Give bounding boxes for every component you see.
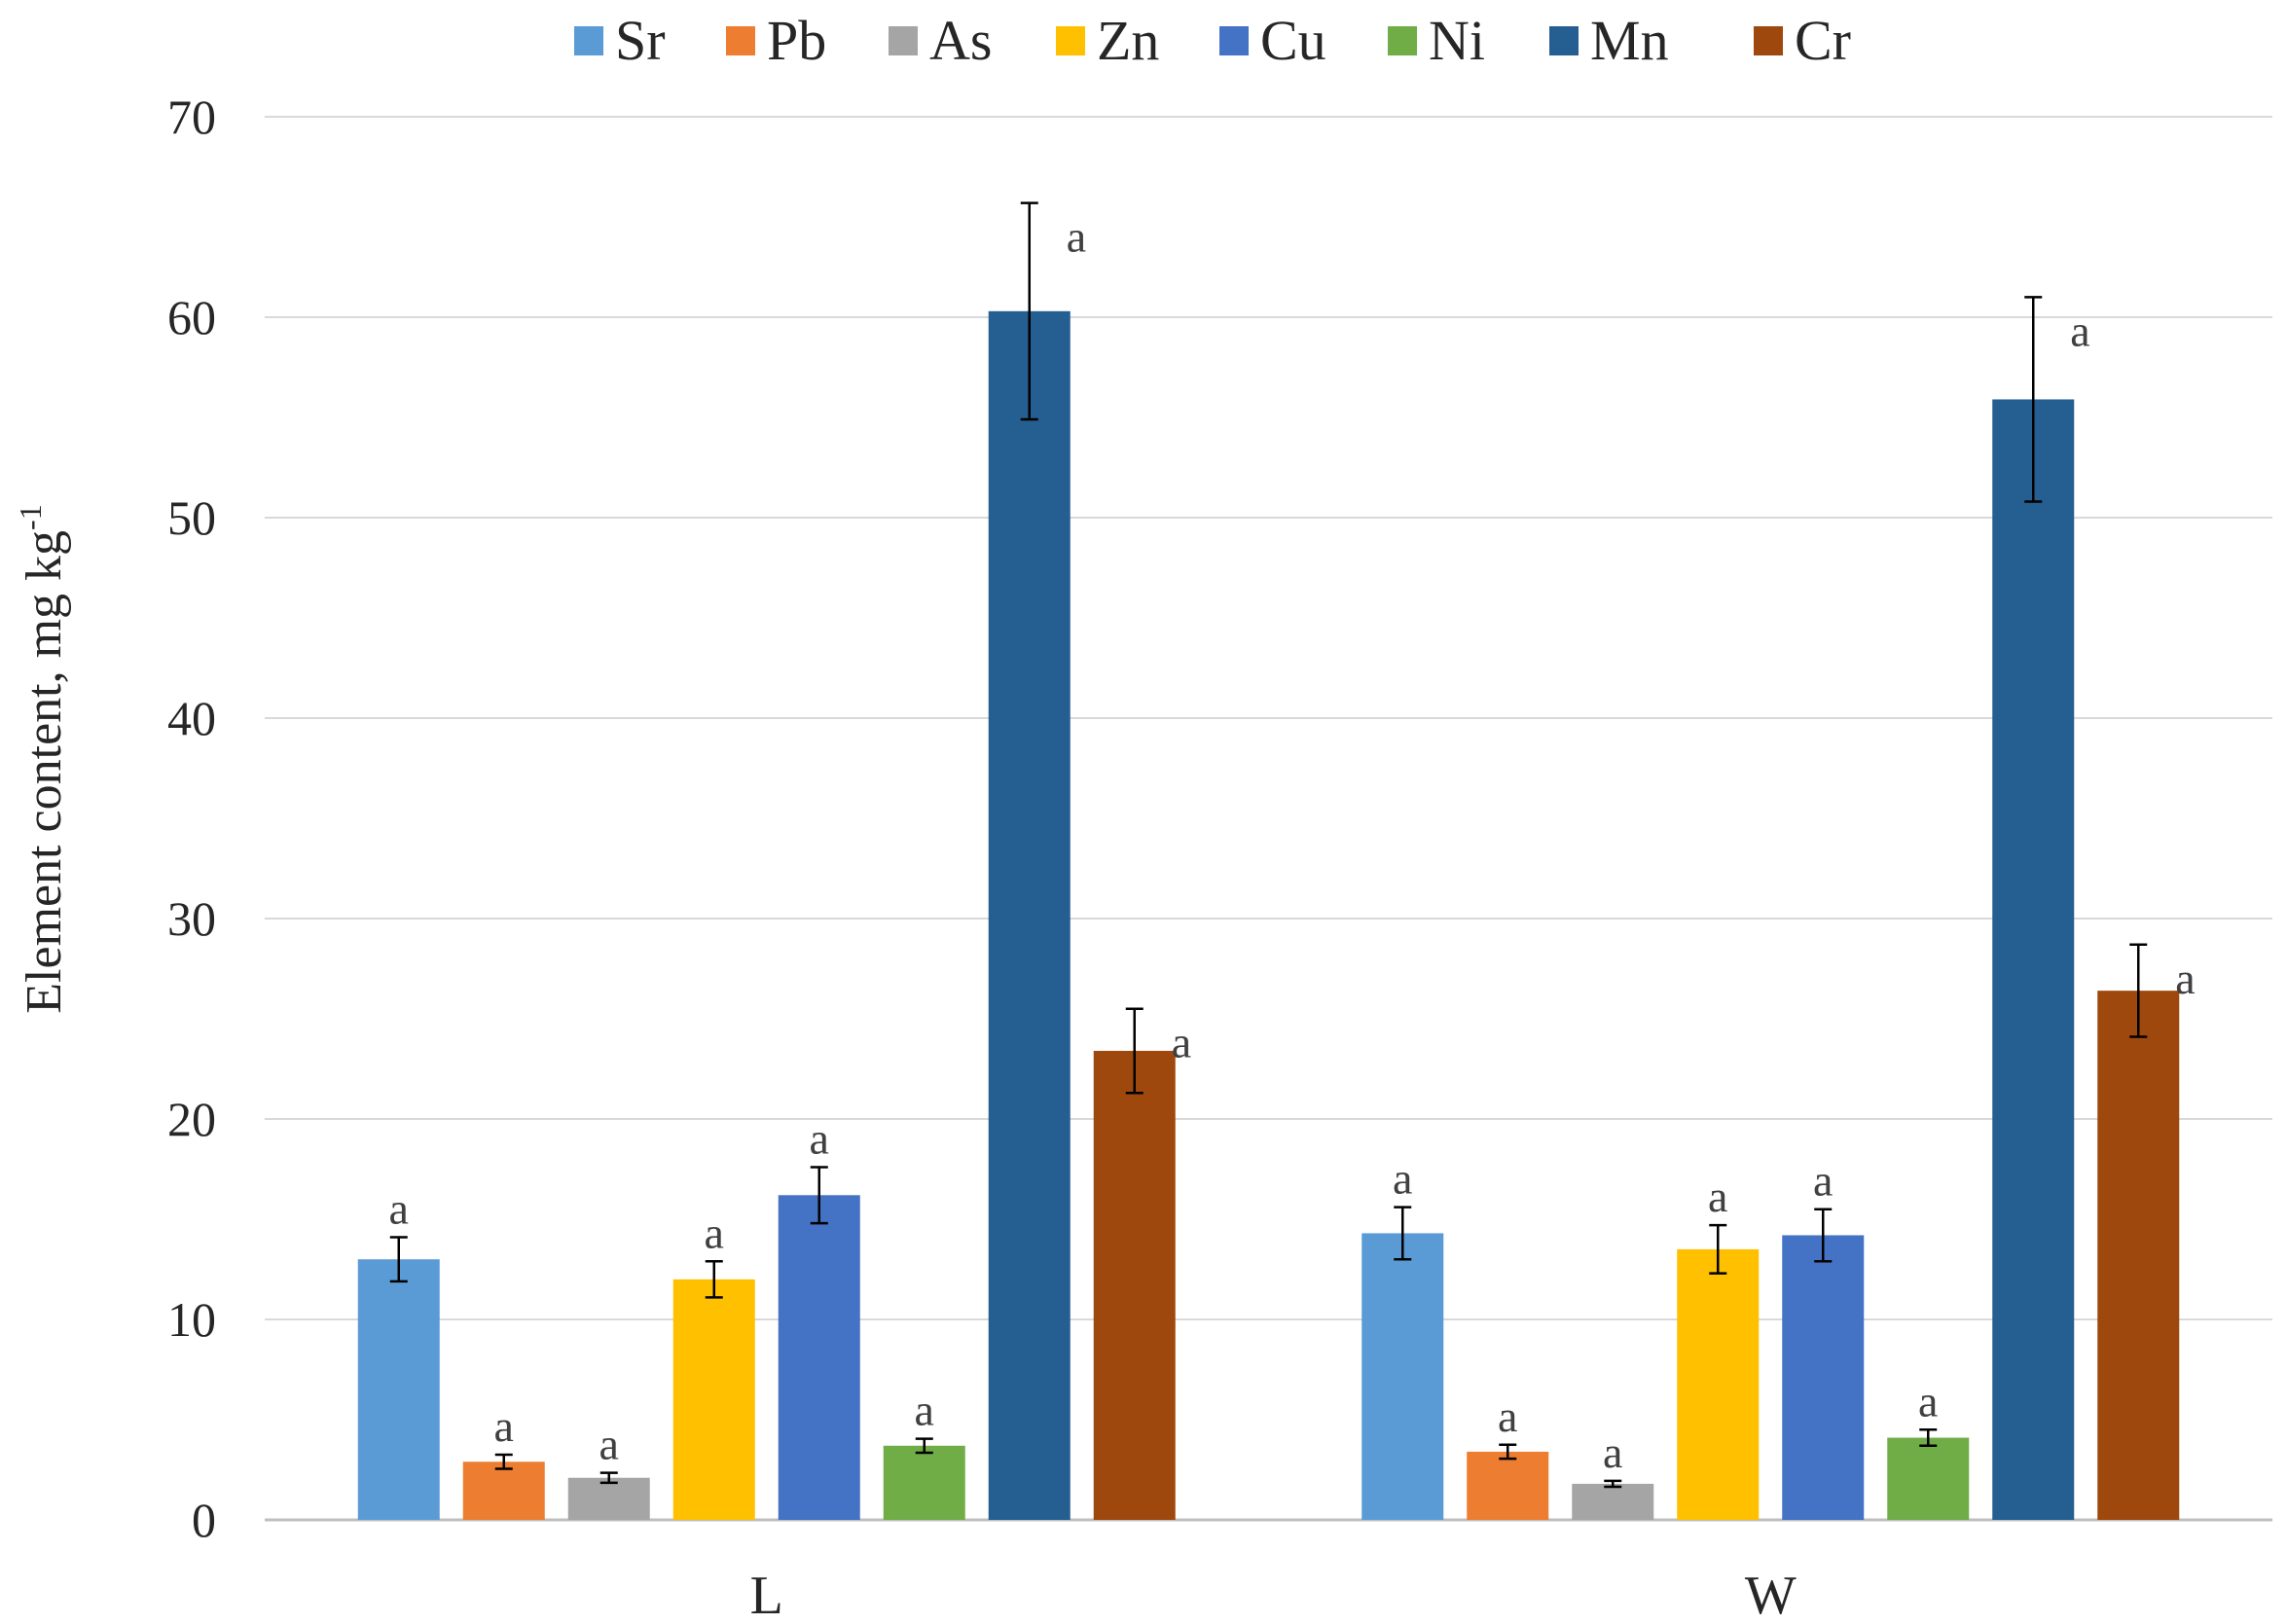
legend: Sr Pb As Zn Cu Ni Mn Cr bbox=[574, 9, 1851, 72]
significance-letter: a bbox=[1172, 1018, 1191, 1067]
bar-cu-w bbox=[1782, 1235, 1865, 1520]
bar-mn-l bbox=[988, 310, 1071, 1520]
legend-label-ni: Ni bbox=[1429, 9, 1485, 72]
bar-pb-w bbox=[1467, 1451, 1549, 1520]
legend-label-as: As bbox=[929, 9, 992, 72]
legend-swatch-as bbox=[889, 26, 918, 55]
significance-letter: a bbox=[2070, 306, 2089, 355]
bar-mn-w bbox=[1992, 399, 2075, 1521]
bar-cr-w bbox=[2097, 991, 2180, 1520]
significance-letter: a bbox=[1498, 1391, 1517, 1441]
y-axis-ticks: 0 10 20 30 40 50 60 70 bbox=[167, 90, 216, 1547]
significance-letter: a bbox=[599, 1420, 619, 1469]
bar-zn-l bbox=[672, 1279, 755, 1520]
legend-label-cu: Cu bbox=[1260, 9, 1326, 72]
bar-pb-l bbox=[462, 1462, 545, 1520]
legend-swatch-cr bbox=[1754, 26, 1783, 55]
y-tick-label: 50 bbox=[167, 490, 216, 545]
bar-cu-l bbox=[778, 1195, 860, 1520]
y-tick-label: 10 bbox=[167, 1292, 216, 1347]
significance-letter: a bbox=[810, 1113, 829, 1163]
significance-letter: a bbox=[915, 1386, 934, 1435]
significance-letter: a bbox=[494, 1401, 514, 1451]
legend-swatch-mn bbox=[1549, 26, 1579, 55]
legend-swatch-pb bbox=[726, 26, 755, 55]
significance-letter: a bbox=[1393, 1154, 1412, 1204]
y-tick-label: 40 bbox=[167, 691, 216, 745]
significance-letter: a bbox=[1918, 1376, 1938, 1426]
bar-as-l bbox=[567, 1477, 650, 1520]
y-tick-label: 70 bbox=[167, 90, 216, 144]
y-tick-label: 30 bbox=[167, 891, 216, 946]
bar-ni-w bbox=[1887, 1437, 1970, 1520]
bars: a a a a a a a a a a a a a a a a bbox=[357, 201, 2196, 1521]
significance-letter: a bbox=[389, 1184, 409, 1234]
y-axis-title: Element content, mg kg-1 bbox=[13, 504, 72, 1013]
gridlines bbox=[265, 116, 2272, 1522]
significance-letter: a bbox=[1813, 1156, 1833, 1206]
y-tick-label: 0 bbox=[192, 1493, 216, 1547]
significance-letter: a bbox=[1708, 1172, 1727, 1221]
bar-sr-w bbox=[1361, 1233, 1444, 1520]
legend-label-cr: Cr bbox=[1795, 9, 1851, 72]
legend-label-mn: Mn bbox=[1590, 9, 1669, 72]
bar-sr-l bbox=[357, 1259, 440, 1520]
bar-as-w bbox=[1572, 1483, 1654, 1520]
legend-label-sr: Sr bbox=[615, 9, 666, 72]
y-tick-label: 20 bbox=[167, 1092, 216, 1146]
legend-label-zn: Zn bbox=[1097, 9, 1159, 72]
significance-letter: a bbox=[2175, 954, 2195, 1003]
bar-cr-l bbox=[1093, 1050, 1176, 1520]
legend-label-pb: Pb bbox=[767, 9, 826, 72]
bar-ni-l bbox=[883, 1445, 965, 1520]
significance-letter: a bbox=[1603, 1427, 1622, 1477]
y-tick-label: 60 bbox=[167, 290, 216, 344]
legend-swatch-zn bbox=[1056, 26, 1085, 55]
legend-swatch-sr bbox=[574, 26, 603, 55]
x-category-label: L bbox=[750, 1566, 783, 1624]
legend-swatch-cu bbox=[1219, 26, 1249, 55]
x-category-label: W bbox=[1745, 1566, 1797, 1624]
significance-letter: a bbox=[1067, 212, 1086, 262]
significance-letter: a bbox=[705, 1208, 724, 1257]
legend-swatch-ni bbox=[1388, 26, 1417, 55]
y-axis-title-superscript: -1 bbox=[13, 504, 48, 530]
bar-zn-w bbox=[1677, 1248, 1760, 1520]
